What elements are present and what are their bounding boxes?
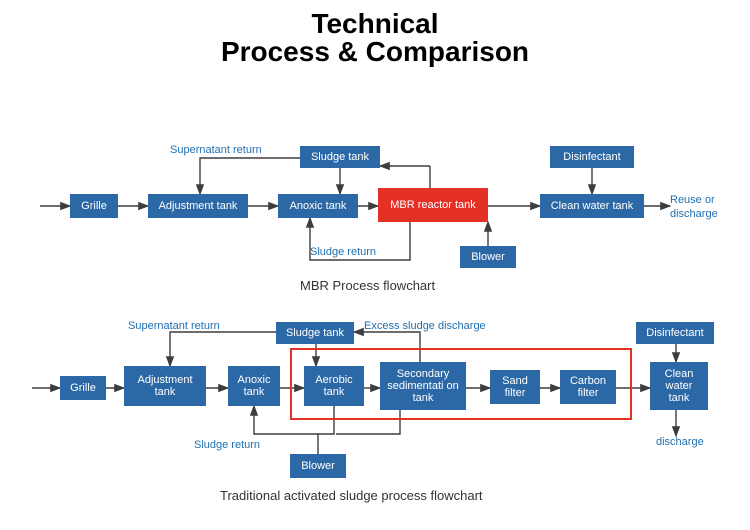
arrows-svg <box>0 66 750 526</box>
mbr-node-anoxic: Anoxic tank <box>278 194 358 218</box>
trad-node-blower: Blower <box>290 454 346 478</box>
mbr-label-supernatant: Supernatant return <box>170 144 262 156</box>
mbr-label-sludge_return: Sludge return <box>310 246 376 258</box>
trad-label-excess: Excess sludge discharge <box>364 320 486 332</box>
trad-node-grille: Grille <box>60 376 106 400</box>
trad-caption: Traditional activated sludge process flo… <box>220 488 483 503</box>
trad-node-adjustment: Adjustment tank <box>124 366 206 406</box>
trad-label-sludge_return: Sludge return <box>194 439 260 451</box>
mbr-node-mbr: MBR reactor tank <box>378 188 488 222</box>
title-line1: Technical <box>311 8 438 39</box>
trad-label-supernatant: Supernatant return <box>128 320 220 332</box>
trad-label-discharge: discharge <box>656 436 704 448</box>
mbr-label-reuse: Reuse or <box>670 194 715 206</box>
diagram-canvas: Grille Adjustment tank Anoxic tank MBR reac… <box>0 66 750 526</box>
mbr-node-sludge: Sludge tank <box>300 146 380 168</box>
mbr-caption: MBR Process flowchart <box>300 278 435 293</box>
mbr-node-adjustment: Adjustment tank <box>148 194 248 218</box>
comparison-redbox <box>290 348 632 420</box>
mbr-node-grille: Grille <box>70 194 118 218</box>
trad-node-sludge: Sludge tank <box>276 322 354 344</box>
trad-node-anoxic: Anoxic tank <box>228 366 280 406</box>
mbr-node-disinfect: Disinfectant <box>550 146 634 168</box>
mbr-node-blower: Blower <box>460 246 516 268</box>
trad-node-disinfect: Disinfectant <box>636 322 714 344</box>
mbr-node-clean: Clean water tank <box>540 194 644 218</box>
trad-node-clean: Clean water tank <box>650 362 708 410</box>
mbr-label-reuse2: discharge <box>670 208 718 220</box>
title-line2: Process & Comparison <box>221 36 529 67</box>
